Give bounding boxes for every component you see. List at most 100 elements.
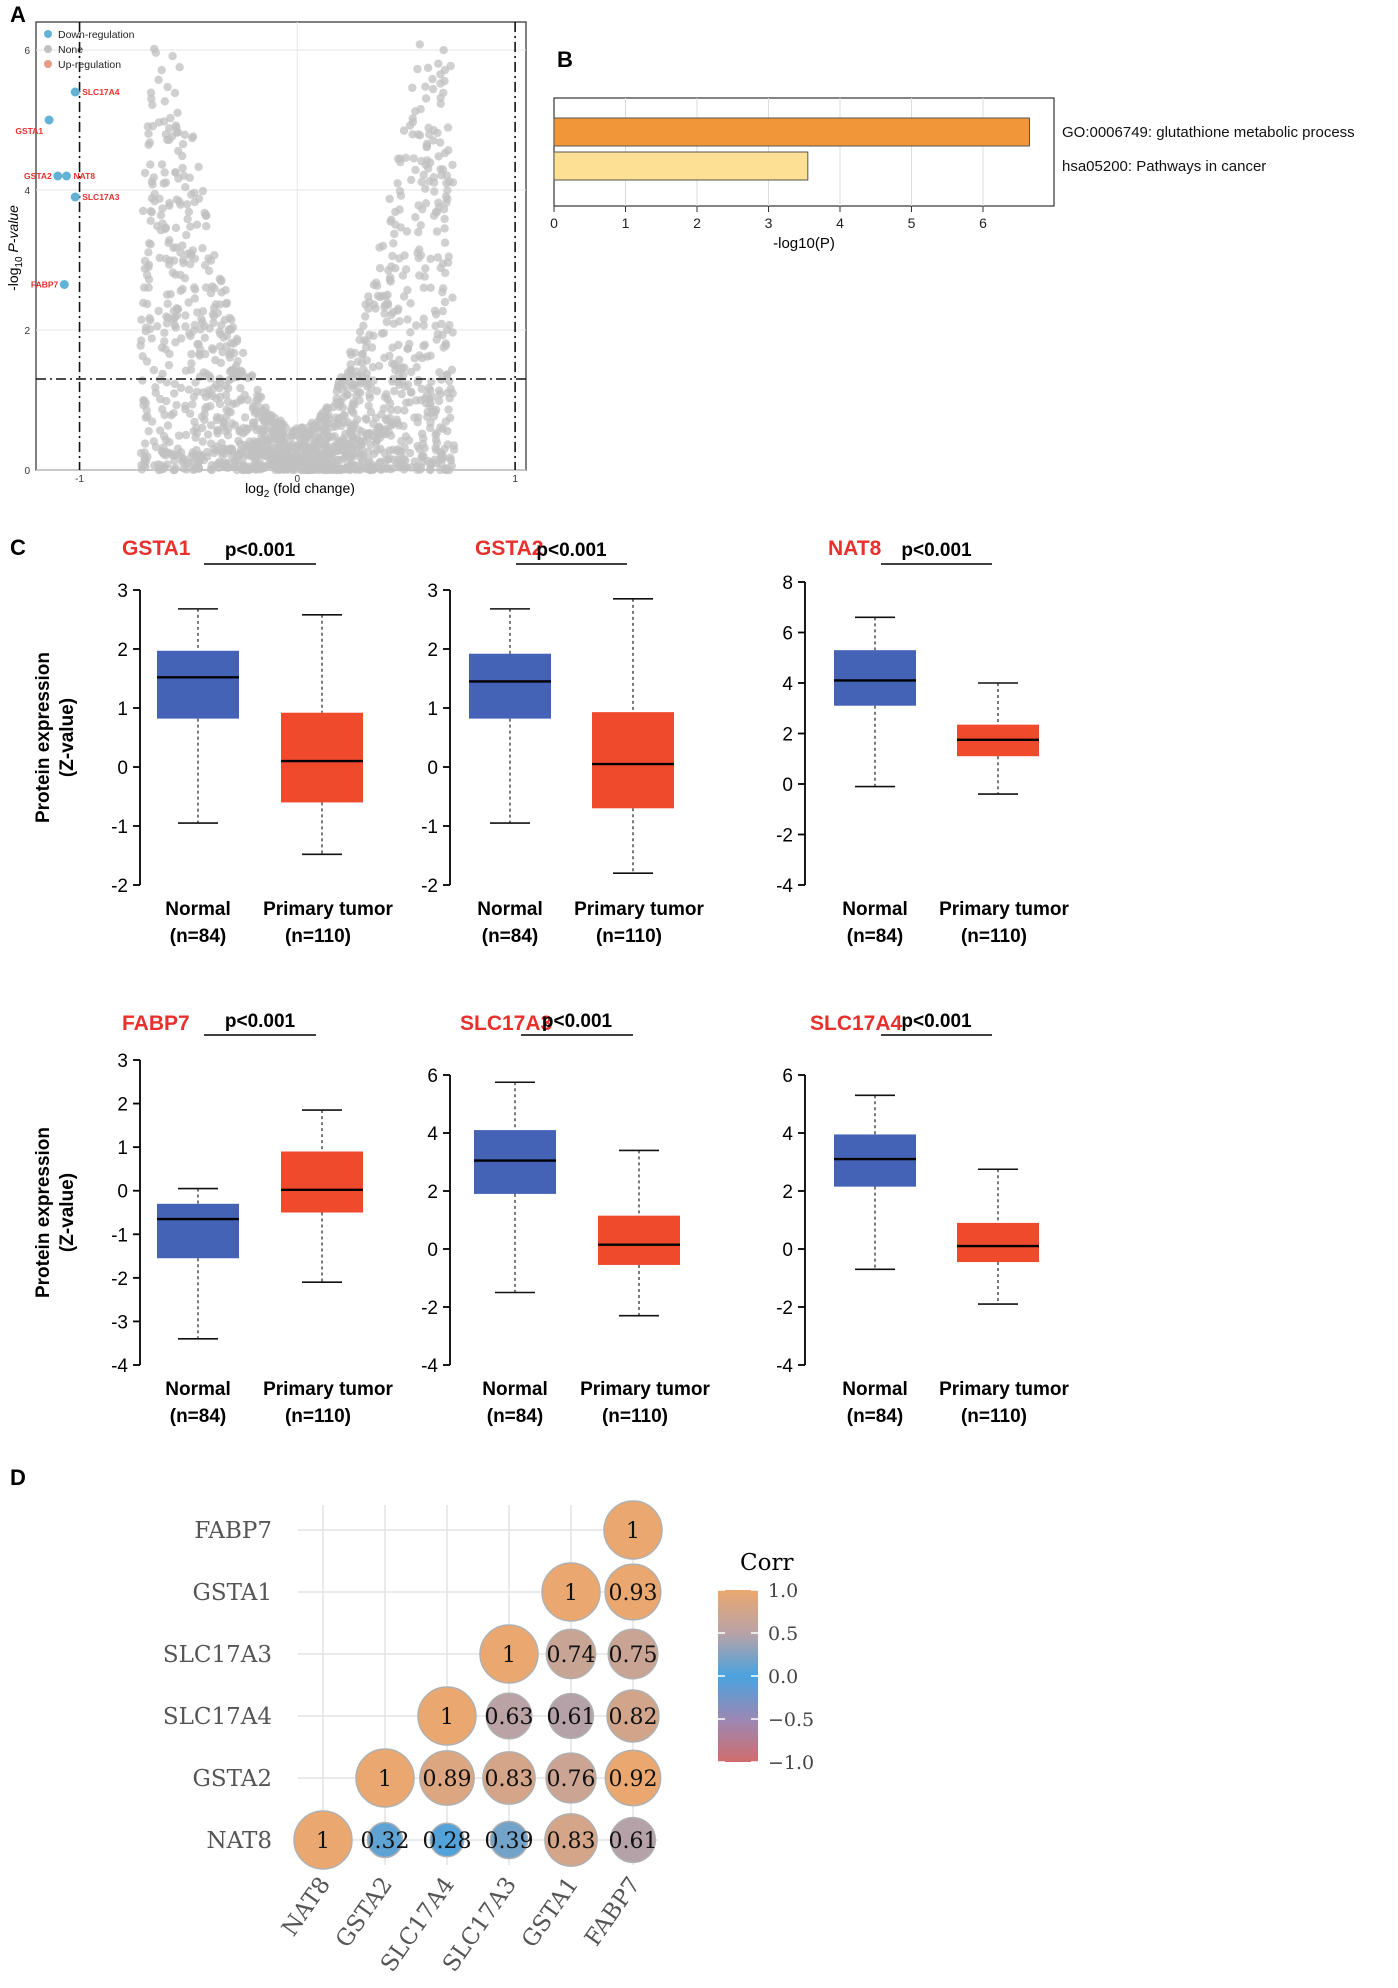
volcano-point [416, 221, 425, 230]
volcano-point [201, 283, 211, 292]
boxplot-y-tick-label: -2 [776, 826, 793, 847]
volcano-legend-label: Up-regulation [58, 59, 121, 71]
enrichment-ticks: 0 1 2 3 4 5 6 [550, 206, 987, 231]
volcano-point [155, 194, 164, 203]
boxplot-y-tick-label: 6 [782, 624, 793, 645]
boxplot-box [834, 1134, 916, 1187]
enrichment-category-label: hsa05200: Pathways in cancer [1062, 158, 1266, 175]
volcano-point [194, 162, 203, 172]
volcano-point [171, 223, 181, 232]
volcano-point [397, 389, 406, 399]
volcano-point [415, 40, 424, 49]
volcano-point [408, 83, 417, 93]
volcano-legend: Down-regulation None Up-regulation [44, 29, 135, 71]
corr-value-label: 1 [626, 1519, 640, 1544]
volcano-point [176, 286, 185, 295]
volcano-point [231, 399, 241, 408]
volcano-point [307, 465, 316, 475]
volcano-point [338, 446, 347, 455]
volcano-point [401, 265, 411, 274]
volcano-gene-label: SLC17A4 [82, 87, 120, 97]
volcano-highlight-point [61, 171, 71, 181]
volcano-y-axis-label: -log10 P-value [5, 205, 25, 291]
corr-value-label: 0.39 [485, 1829, 534, 1854]
enrichment-tick-label: 3 [765, 215, 773, 231]
corr-col-label: NAT8 [277, 1873, 336, 1942]
volcano-point [180, 130, 189, 139]
corr-value-label: 0.63 [485, 1705, 534, 1730]
volcano-point [194, 194, 204, 203]
volcano-point [405, 448, 415, 458]
volcano-point [337, 373, 346, 382]
volcano-point [421, 94, 431, 103]
volcano-point [444, 146, 453, 155]
volcano-point [159, 449, 168, 459]
volcano-point [236, 383, 245, 393]
volcano-highlight-point [59, 280, 69, 289]
volcano-point [187, 190, 196, 199]
volcano-point [236, 450, 246, 459]
volcano-legend-label: Down-regulation [58, 29, 135, 41]
volcano-point [182, 230, 191, 240]
volcano-point [436, 79, 445, 88]
volcano-point [381, 464, 390, 473]
corr-col-label: FABP7 [580, 1873, 646, 1951]
panel-letter-b: B [557, 47, 573, 72]
volcano-gene-label: GSTA1 [15, 126, 43, 136]
boxplot-y-axis-label: Protein expression [33, 652, 54, 823]
volcano-point [348, 423, 357, 432]
volcano-point [391, 220, 400, 229]
volcano-point [218, 450, 227, 460]
boxplot-y-tick-label: 0 [427, 758, 438, 779]
boxplot-group-label: Normal [165, 899, 230, 920]
volcano-highlight-point [70, 87, 80, 97]
volcano-point [270, 413, 279, 423]
volcano-point [221, 390, 231, 400]
volcano-x-tick: 1 [512, 474, 518, 485]
volcano-point [395, 254, 404, 263]
volcano-point [136, 341, 145, 350]
volcano-point [446, 453, 455, 462]
volcano-point [154, 306, 163, 316]
volcano-point [300, 438, 309, 447]
volcano-point [173, 108, 182, 118]
volcano-point [179, 464, 188, 473]
volcano-y-tick: 4 [24, 186, 30, 197]
volcano-point [155, 253, 164, 263]
boxplot-group-n: (n=84) [847, 926, 904, 947]
volcano-point [436, 99, 445, 109]
volcano-point [275, 434, 284, 443]
boxplot-pvalue: p<0.001 [536, 540, 607, 561]
volcano-ticks: 0 2 4 6 -1 0 1 [24, 46, 518, 485]
volcano-point [146, 88, 156, 97]
volcano-highlight-point [53, 171, 63, 181]
volcano-point [253, 385, 262, 395]
volcano-point [139, 298, 148, 308]
volcano-point [142, 357, 152, 366]
volcano-point [224, 376, 233, 385]
volcano-point [443, 440, 452, 449]
volcano-point [449, 445, 459, 454]
volcano-point [426, 158, 435, 167]
volcano-point [426, 254, 435, 264]
volcano-point [402, 398, 411, 407]
volcano-point [357, 440, 366, 449]
volcano-point [425, 130, 434, 139]
volcano-point [443, 388, 452, 397]
volcano-point [375, 361, 384, 371]
volcano-point [429, 412, 439, 421]
volcano-point [186, 249, 195, 258]
volcano-point [148, 100, 157, 110]
volcano-point [414, 201, 423, 210]
volcano-point [252, 425, 261, 435]
volcano-point [430, 187, 439, 196]
volcano-point [444, 405, 453, 414]
volcano-point [249, 402, 258, 411]
volcano-point [153, 322, 162, 331]
enrichment-category-label: GO:0006749: glutathione metabolic proces… [1062, 124, 1355, 141]
boxplot-y-tick-label: 0 [782, 1240, 793, 1261]
volcano-point [431, 321, 440, 330]
volcano-point [200, 261, 210, 270]
volcano-point [276, 457, 285, 466]
volcano-point [355, 327, 365, 337]
